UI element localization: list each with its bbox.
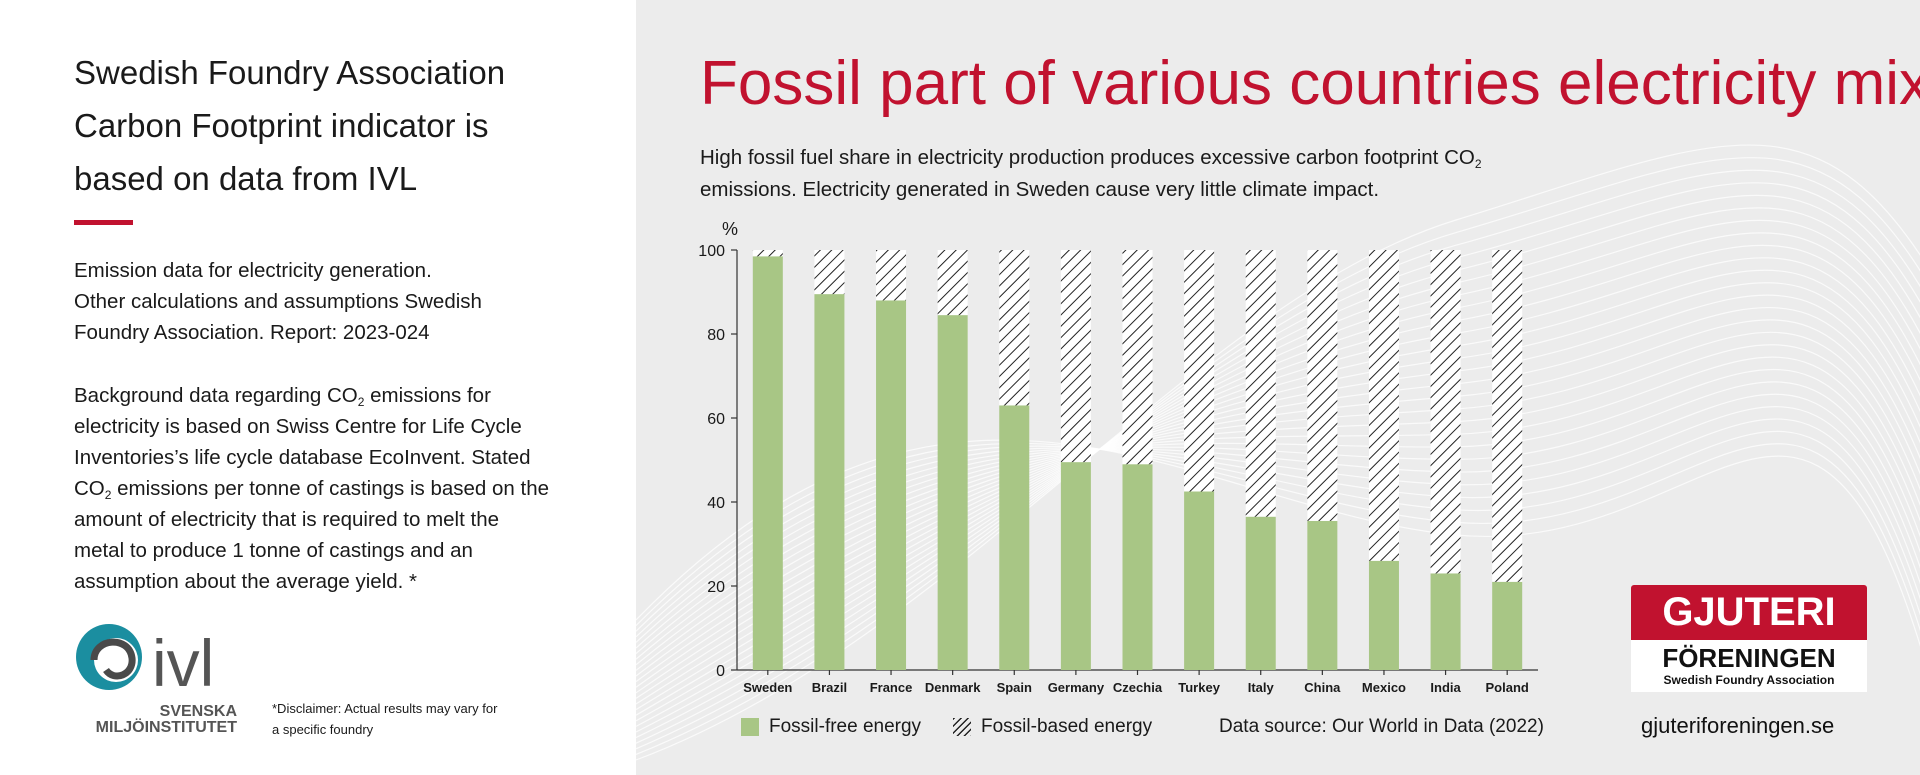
- emission-data-paragraph: Emission data for electricity generation…: [74, 255, 594, 348]
- text-run: CO: [74, 477, 105, 500]
- brand-name-primary: GJUTERI: [1631, 585, 1867, 640]
- bar-fossil-based: [1245, 250, 1276, 517]
- bar-fossil-free: [1307, 520, 1338, 670]
- bar-fossil-based: [1368, 250, 1399, 561]
- legend-item-fossil-free: Fossil-free energy: [741, 714, 921, 740]
- bar-fossil-based: [1430, 250, 1461, 574]
- brand-tagline: Swedish Foundry Association: [1663, 673, 1835, 687]
- x-tick-label: Germany: [1048, 680, 1105, 695]
- x-tick-label: Poland: [1486, 680, 1529, 695]
- paragraph-line: Background data regarding CO2 emissions …: [74, 380, 594, 411]
- subscript: 2: [357, 395, 365, 409]
- x-tick-label: Spain: [997, 680, 1032, 695]
- bar-fossil-free: [999, 405, 1030, 670]
- bar-fossil-based: [814, 250, 845, 295]
- subtitle-line: High fossil fuel share in electricity pr…: [700, 142, 1482, 174]
- x-tick-label: Turkey: [1178, 680, 1220, 695]
- text-run: emissions per tonne of castings is based…: [111, 477, 550, 500]
- x-tick-label: France: [870, 680, 913, 695]
- x-tick-label: Denmark: [925, 680, 981, 695]
- paragraph-line: assumption about the average yield. *: [74, 570, 418, 593]
- x-tick-label: China: [1304, 680, 1341, 695]
- legend-swatch-fossil-based: [953, 718, 971, 736]
- bar-fossil-free: [752, 256, 783, 670]
- bar-fossil-based: [752, 250, 783, 257]
- subtitle-line: emissions. Electricity generated in Swed…: [700, 178, 1380, 201]
- bar-fossil-free: [1492, 581, 1523, 670]
- paragraph-line: Emission data for electricity generation…: [74, 259, 432, 282]
- gjuteriforeningen-logo: GJUTERI FÖRENINGEN Swedish Foundry Assoc…: [1631, 585, 1867, 692]
- bar-fossil-free: [1245, 516, 1276, 670]
- paragraph-line: Foundry Association. Report: 2023-024: [74, 321, 430, 344]
- bar-fossil-free: [1060, 462, 1091, 670]
- website-link[interactable]: gjuteriforeningen.se: [1641, 713, 1835, 738]
- info-panel: Swedish Foundry Association Carbon Footp…: [0, 0, 636, 775]
- y-tick-label: 60: [707, 411, 725, 428]
- ivl-name-line2: MILJÖINSTITUTET: [96, 717, 238, 736]
- info-title-line: Carbon Footprint indicator is: [74, 107, 489, 144]
- brand-name-secondary: FÖRENINGEN: [1662, 643, 1836, 673]
- x-tick-label: Italy: [1248, 680, 1275, 695]
- stacked-bar-chart: 0 20 40 60 80 100% Sweden Brazil France Denmark S…: [698, 219, 1538, 695]
- brand-name-block: FÖRENINGEN Swedish Foundry Association: [1631, 640, 1867, 692]
- y-tick-label: 40: [707, 495, 725, 512]
- bar-fossil-based: [1307, 250, 1338, 521]
- bar-fossil-based: [999, 250, 1030, 406]
- legend-label: Fossil-based energy: [981, 716, 1153, 737]
- chart-subtitle: High fossil fuel share in electricity pr…: [700, 142, 1482, 206]
- subscript: 2: [104, 488, 112, 502]
- text-run: emissions for: [364, 384, 491, 407]
- y-tick-label: 80: [707, 327, 725, 344]
- bar-fossil-based: [1492, 250, 1523, 582]
- paragraph-line: CO2 emissions per tonne of castings is b…: [74, 473, 594, 504]
- subscript: 2: [1474, 157, 1482, 171]
- bar-fossil-based: [876, 250, 907, 301]
- x-tick-label: Brazil: [812, 680, 847, 695]
- bar-fossil-free: [1430, 573, 1461, 670]
- y-tick-label: 0: [716, 663, 725, 680]
- background-data-paragraph: Background data regarding CO2 emissions …: [74, 380, 594, 597]
- x-tick-label: Mexico: [1362, 680, 1406, 695]
- ivl-name-line1: SVENSKA: [160, 703, 238, 720]
- y-axis-label: %: [722, 219, 738, 239]
- paragraph-line: Other calculations and assumptions Swedi…: [74, 290, 482, 313]
- legend-label: Fossil-free energy: [769, 716, 922, 737]
- chart-title: Fossil part of various countries electri…: [700, 49, 1920, 118]
- bar-fossil-based: [937, 250, 968, 316]
- bar-fossil-free: [937, 315, 968, 670]
- paragraph-line: Inventories’s life cycle database EcoInv…: [74, 446, 531, 469]
- text-run: High fossil fuel share in electricity pr…: [700, 146, 1475, 169]
- bar-fossil-free: [1122, 464, 1153, 670]
- accent-divider: [74, 220, 133, 225]
- disclaimer: *Disclaimer: Actual results may vary for…: [272, 698, 497, 740]
- x-tick-label: Sweden: [743, 680, 792, 695]
- ivl-logo: ivl SVENSKA MILJÖINSTITUTET: [76, 624, 238, 736]
- x-tick-label: Czechia: [1113, 680, 1163, 695]
- info-title-line: based on data from IVL: [74, 160, 418, 197]
- y-tick-label: 100: [698, 243, 725, 260]
- y-tick-label: 20: [707, 579, 725, 596]
- bar-fossil-free: [814, 294, 845, 670]
- bar-fossil-free: [1184, 491, 1215, 670]
- paragraph-line: metal to produce 1 tonne of castings and…: [74, 539, 473, 562]
- ivl-logo-swirl-stroke: [90, 638, 136, 680]
- legend-swatch-fossil-free: [741, 718, 759, 736]
- disclaimer-line: *Disclaimer: Actual results may vary for: [272, 701, 498, 716]
- legend-item-fossil-based: Fossil-based energy: [953, 714, 1152, 740]
- ivl-wordmark: ivl: [152, 626, 214, 700]
- bar-fossil-based: [1122, 250, 1153, 465]
- paragraph-line: amount of electricity that is required t…: [74, 508, 500, 531]
- paragraph-line: electricity is based on Swiss Centre for…: [74, 415, 522, 438]
- bar-fossil-based: [1184, 250, 1215, 492]
- disclaimer-line: a specific foundry: [272, 722, 374, 737]
- bar-fossil-based: [1060, 250, 1091, 463]
- info-title: Swedish Foundry Association Carbon Footp…: [74, 46, 594, 205]
- data-source: Data source: Our World in Data (2022): [1219, 716, 1544, 737]
- text-run: Background data regarding CO: [74, 384, 358, 407]
- bar-fossil-free: [1368, 560, 1399, 670]
- x-tick-label: India: [1430, 680, 1461, 695]
- info-title-line: Swedish Foundry Association: [74, 54, 506, 91]
- bar-fossil-free: [876, 300, 907, 670]
